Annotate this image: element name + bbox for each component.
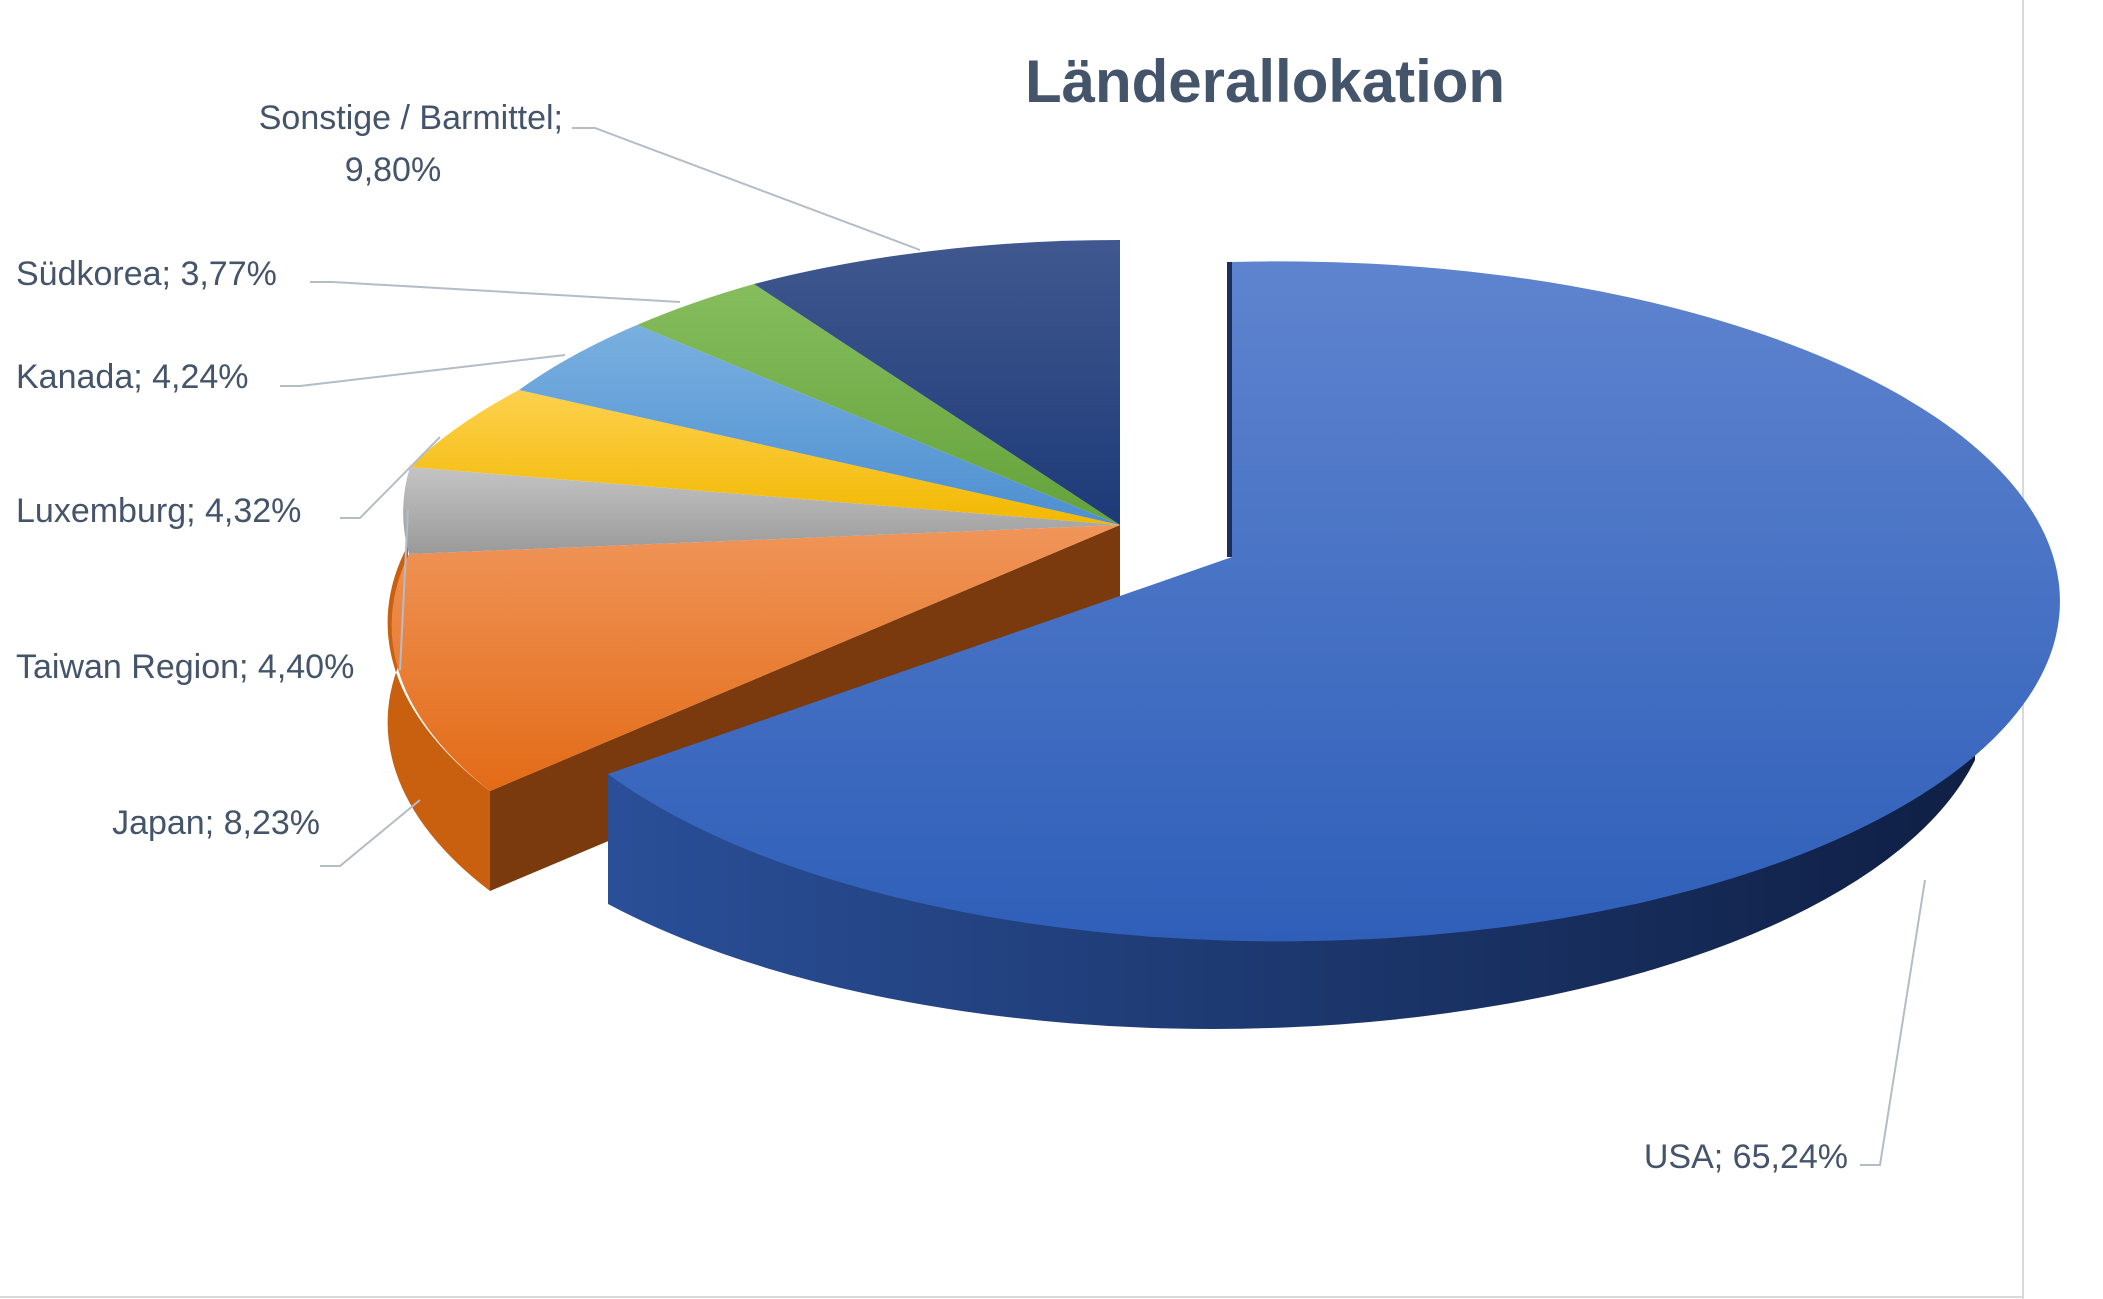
slice-suedkorea <box>637 284 1120 525</box>
rest-pie <box>387 239 1120 891</box>
usa-side-inner <box>1227 262 1232 557</box>
leader-sonstige <box>572 127 921 251</box>
label-sonstige-line1: Sonstige / Barmittel; <box>259 99 563 137</box>
slice-taiwan <box>403 467 1120 554</box>
label-luxemburg: Luxemburg; 4,32% <box>16 492 301 530</box>
slice-kanada <box>519 325 1120 525</box>
chart-title: Länderallokation <box>1025 48 1505 115</box>
slice-japan <box>391 525 1120 791</box>
usa-side-outer <box>608 630 1975 1029</box>
label-taiwan: Taiwan Region; 4,40% <box>16 648 354 686</box>
label-kanada: Kanada; 4,24% <box>16 358 249 396</box>
leader-japan <box>320 799 421 867</box>
leader-taiwan <box>399 509 409 671</box>
label-japan: Japan; 8,23% <box>112 804 320 842</box>
label-sonstige-line2: 9,80% <box>345 151 441 189</box>
data-labels: Sonstige / Barmittel; 9,80% Südkorea; 3,… <box>16 99 1848 1176</box>
leader-lines <box>280 127 1926 1166</box>
usa-slice-group <box>608 261 2060 1029</box>
label-usa: USA; 65,24% <box>1644 1138 1848 1176</box>
leader-luxemburg <box>340 436 441 519</box>
slice-luxemburg <box>410 390 1120 525</box>
leader-usa <box>1860 879 1926 1166</box>
label-suedkorea: Südkorea; 3,77% <box>16 255 277 293</box>
leader-kanada <box>280 354 566 387</box>
leader-suedkorea <box>310 281 681 303</box>
slice-sonstige <box>754 239 1120 525</box>
slice-usa <box>608 261 2060 942</box>
